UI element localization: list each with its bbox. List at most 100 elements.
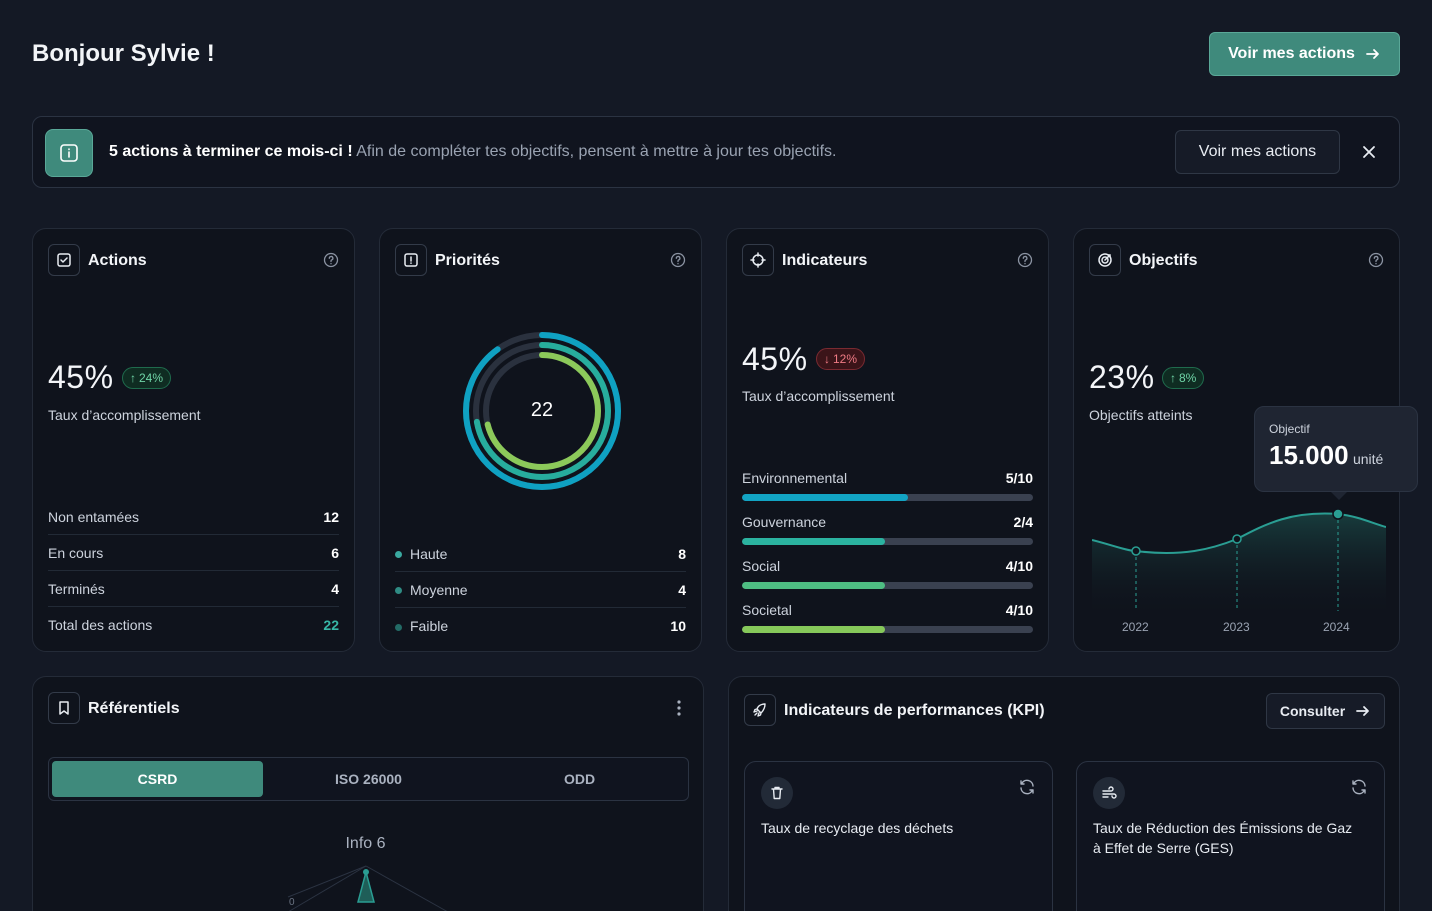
objectives-subtitle: Objectifs atteints	[1089, 407, 1193, 423]
help-icon[interactable]	[1368, 252, 1384, 268]
objectives-card: Objectifs 23% ↑ 8% Objectifs atteints 202…	[1073, 228, 1418, 652]
row-value: 4	[331, 580, 339, 597]
progress-track	[742, 538, 1033, 545]
tab-csrd[interactable]: CSRD	[52, 761, 263, 797]
actions-card: Actions 45% ↑ 24% Taux d’accomplissement …	[32, 228, 355, 652]
chart-point[interactable]	[1131, 546, 1141, 556]
referentials-tabs: CSRD ISO 26000 ODD	[48, 757, 689, 801]
tooltip-caret	[1331, 492, 1347, 500]
priorities-card: Priorités 22 Haute 8 Moyenne 4 Faible 10	[379, 228, 702, 652]
list-item: En cours 6	[48, 535, 339, 571]
help-icon[interactable]	[323, 252, 339, 268]
row-value: 6	[331, 544, 339, 561]
progress-track	[742, 582, 1033, 589]
refresh-icon[interactable]	[1350, 778, 1368, 796]
row-label: Total des actions	[48, 617, 153, 633]
notification-banner: 5 actions à terminer ce mois-ci ! Afin d…	[32, 116, 1400, 188]
kpi-card: Indicateurs de performances (KPI) Consul…	[728, 676, 1400, 911]
radar-label: Info 6	[345, 835, 386, 852]
objectives-percent: 23%	[1089, 359, 1155, 395]
kpi-label: Taux de Réduction des Émissions de Gaz à…	[1093, 820, 1353, 856]
bar-value: 5/10	[1005, 470, 1033, 486]
crosshair-icon	[742, 244, 774, 276]
progress-fill	[742, 626, 885, 633]
progress-fill	[742, 538, 885, 545]
objectives-badge-value: 8%	[1179, 371, 1197, 385]
progress-item: Social 4/10	[742, 558, 1033, 602]
checkbox-icon	[48, 244, 80, 276]
priorities-donut	[463, 332, 621, 490]
list-item: Non entamées 12	[48, 499, 339, 535]
priority-dot	[395, 623, 402, 631]
target-icon	[1089, 244, 1121, 276]
tooltip-value-row: 15.000 unité	[1269, 440, 1383, 471]
bar-label: Environnemental	[742, 470, 848, 486]
tooltip-label: Objectif	[1269, 422, 1310, 436]
info-icon	[45, 129, 93, 177]
bookmark-icon	[48, 692, 80, 724]
consult-button[interactable]: Consulter	[1266, 693, 1385, 729]
list-item: Faible 10	[395, 608, 686, 644]
kpi-label: Taux de recyclage des déchets	[761, 820, 954, 836]
bar-label: Societal	[742, 602, 792, 618]
tooltip-value: 15.000	[1269, 440, 1349, 470]
tab-odd[interactable]: ODD	[563, 771, 596, 787]
chart-point[interactable]	[1332, 508, 1344, 520]
kpi-item-recycling[interactable]: Taux de recyclage des déchets	[744, 761, 1053, 911]
view-actions-button[interactable]: Voir mes actions	[1209, 32, 1400, 76]
banner-view-actions-button[interactable]: Voir mes actions	[1175, 130, 1340, 174]
actions-trend-badge: ↑ 24%	[122, 367, 172, 389]
banner-message: Afin de compléter tes objectifs, pensent…	[356, 143, 837, 160]
progress-item: Societal 4/10	[742, 602, 1033, 646]
indicators-title: Indicateurs	[782, 252, 868, 269]
row-value: 4	[678, 581, 686, 598]
progress-item: Gouvernance 2/4	[742, 514, 1033, 558]
actions-badge-value: 24%	[139, 371, 164, 385]
kpi-item-ges[interactable]: Taux de Réduction des Émissions de Gaz à…	[1076, 761, 1385, 911]
help-icon[interactable]	[670, 252, 686, 268]
more-vertical-icon[interactable]	[671, 699, 687, 717]
alert-square-icon	[395, 244, 427, 276]
actions-subtitle: Taux d’accomplissement	[48, 407, 201, 423]
x-tick: 2023	[1223, 620, 1250, 634]
list-item: Haute 8	[395, 536, 686, 572]
progress-track	[742, 626, 1033, 633]
row-value: 8	[678, 545, 686, 562]
actions-list: Non entamées 12 En cours 6 Terminés 4 Total…	[48, 499, 339, 643]
objectives-line-chart	[1092, 508, 1386, 619]
referentials-card: Référentiels CSRD ISO 26000 ODD Info 6 0	[32, 676, 704, 911]
consult-label: Consulter	[1279, 703, 1346, 719]
banner-text: 5 actions à terminer ce mois-ci ! Afin d…	[109, 143, 836, 161]
progress-track	[742, 494, 1033, 501]
actions-title: Actions	[88, 252, 147, 269]
kpi-title: Indicateurs de performances (KPI)	[784, 702, 1045, 719]
actions-percent: 45%	[48, 359, 114, 395]
progress-fill	[742, 494, 908, 501]
progress-fill	[742, 582, 885, 589]
arrow-right-icon	[1366, 49, 1379, 59]
close-icon[interactable]	[1361, 144, 1377, 160]
priority-dot	[395, 587, 402, 595]
row-label: Haute	[410, 545, 448, 562]
list-item: Terminés 4	[48, 571, 339, 607]
bar-label: Gouvernance	[742, 514, 827, 530]
objectives-title: Objectifs	[1129, 252, 1198, 269]
arrow-up-icon: ↑	[130, 371, 136, 385]
row-label: Terminés	[48, 580, 105, 597]
radar-chart: 0	[287, 865, 448, 911]
indicators-badge-value: 12%	[833, 352, 858, 366]
row-label: Faible	[410, 618, 449, 634]
chart-tooltip: Objectif 15.000 unité	[1254, 406, 1418, 500]
row-value: 22	[323, 617, 339, 633]
refresh-icon[interactable]	[1018, 778, 1036, 796]
tab-iso-26000[interactable]: ISO 26000	[335, 771, 402, 787]
view-actions-label: Voir mes actions	[1228, 45, 1355, 62]
chart-point[interactable]	[1232, 534, 1242, 544]
referentials-title: Référentiels	[88, 700, 180, 717]
list-item: Total des actions 22	[48, 607, 339, 643]
help-icon[interactable]	[1017, 252, 1033, 268]
priorities-title: Priorités	[435, 252, 500, 269]
tooltip-unit: unité	[1352, 451, 1384, 467]
bar-value: 2/4	[1013, 514, 1033, 530]
progress-item: Environnemental 5/10	[742, 470, 1033, 514]
